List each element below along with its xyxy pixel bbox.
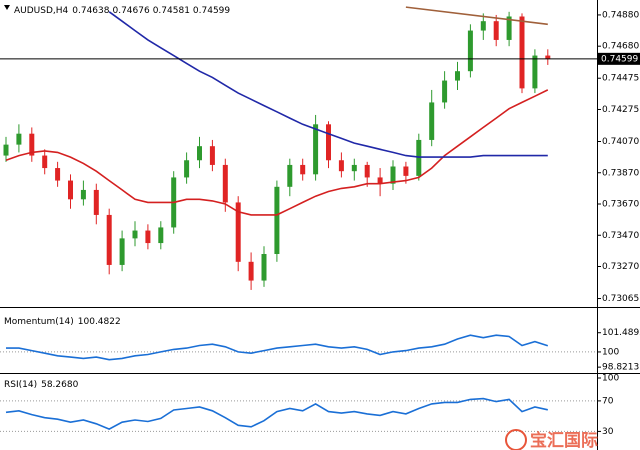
candle-body (235, 202, 241, 262)
candle-body (467, 30, 473, 72)
rsi-title: RSI(14) 58.2680 (4, 380, 79, 390)
y-tick-label: 0.74275 (602, 105, 639, 115)
moving-average (108, 11, 548, 158)
candle-body (42, 155, 48, 169)
candle-body (55, 168, 61, 181)
y-tick-label: 0.74880 (602, 10, 639, 20)
header: AUDUSD,H4 0.74638 0.74676 0.74581 0.74599 (14, 6, 230, 16)
indicator-line (5, 397, 548, 430)
candle-body (390, 166, 396, 184)
candle-body (119, 238, 125, 265)
candle-body (455, 71, 460, 81)
candle-body (68, 180, 73, 200)
y-tick-label: 70 (602, 396, 614, 406)
candle-body (532, 55, 538, 89)
high: 0.74676 (112, 6, 149, 16)
logo-ring (505, 429, 527, 450)
price-label: 0.74599 (601, 54, 638, 64)
candle-body (403, 166, 409, 176)
candle-body (145, 230, 151, 244)
symbol: AUDUSD,H4 (14, 6, 69, 16)
trendline (405, 6, 548, 26)
indicator-value: 100.4822 (78, 317, 121, 327)
moving-average (5, 89, 549, 216)
low: 0.74581 (153, 6, 190, 16)
candle-body (106, 214, 112, 265)
y-tick-label: 0.73065 (602, 294, 639, 304)
momentum-title: Momentum(14) 100.4822 (4, 317, 121, 327)
y-tick-label: 98.8213 (602, 363, 639, 373)
price-box (598, 52, 640, 65)
candle-body (493, 21, 499, 40)
candle-body (287, 164, 293, 187)
y-tick-label: 100 (602, 347, 619, 357)
candle-body (338, 160, 344, 172)
candle-body (93, 189, 99, 215)
candle-body (184, 160, 190, 178)
candle-body (16, 133, 22, 145)
open: 0.74638 (72, 6, 109, 16)
candle-body (377, 177, 383, 184)
candle-body (416, 139, 422, 176)
y-tick-label: 101.4892 (602, 328, 640, 338)
y-tick-label: 0.73670 (602, 200, 639, 210)
candle-body (506, 16, 512, 40)
candle-body (351, 164, 357, 172)
candle-body (197, 146, 202, 161)
y-tick-label: 0.73270 (602, 262, 639, 272)
candle-body (248, 261, 254, 281)
symbol-icon (4, 5, 10, 10)
candle-body (261, 254, 267, 281)
candle-body (274, 186, 280, 254)
indicator-value: 58.2680 (41, 380, 78, 390)
y-tick-label: 0.74680 (602, 42, 639, 52)
candle-body (545, 55, 551, 59)
candle-body (132, 230, 138, 239)
candle-body (429, 102, 435, 140)
candle-body (158, 227, 164, 244)
candle-body (209, 146, 215, 165)
candle-body (300, 164, 306, 175)
candle-body (519, 16, 525, 89)
y-tick-label: 30 (602, 427, 614, 437)
candle-body (80, 189, 86, 200)
candle-body (29, 133, 35, 156)
candle-body (222, 164, 228, 203)
candle-body (3, 144, 9, 156)
indicator-line (6, 334, 549, 361)
y-tick-label: 0.73870 (602, 168, 639, 178)
watermark-logo: 宝汇国际 (505, 429, 598, 450)
candle-body (364, 164, 370, 178)
candle-body (480, 21, 486, 31)
y-tick-label: 0.74475 (602, 74, 639, 84)
y-tick-label: 100 (602, 374, 619, 384)
candle-body (326, 124, 331, 161)
candle-body (442, 80, 448, 103)
y-tick-label: 0.73470 (602, 231, 639, 241)
indicator-name: RSI(14) (4, 380, 37, 390)
watermark: 宝汇国际 (530, 430, 598, 450)
indicator-name: Momentum(14) (4, 317, 74, 327)
candle-body (313, 124, 319, 175)
close: 0.74599 (193, 6, 230, 16)
y-tick-label: 0.74070 (602, 137, 639, 147)
